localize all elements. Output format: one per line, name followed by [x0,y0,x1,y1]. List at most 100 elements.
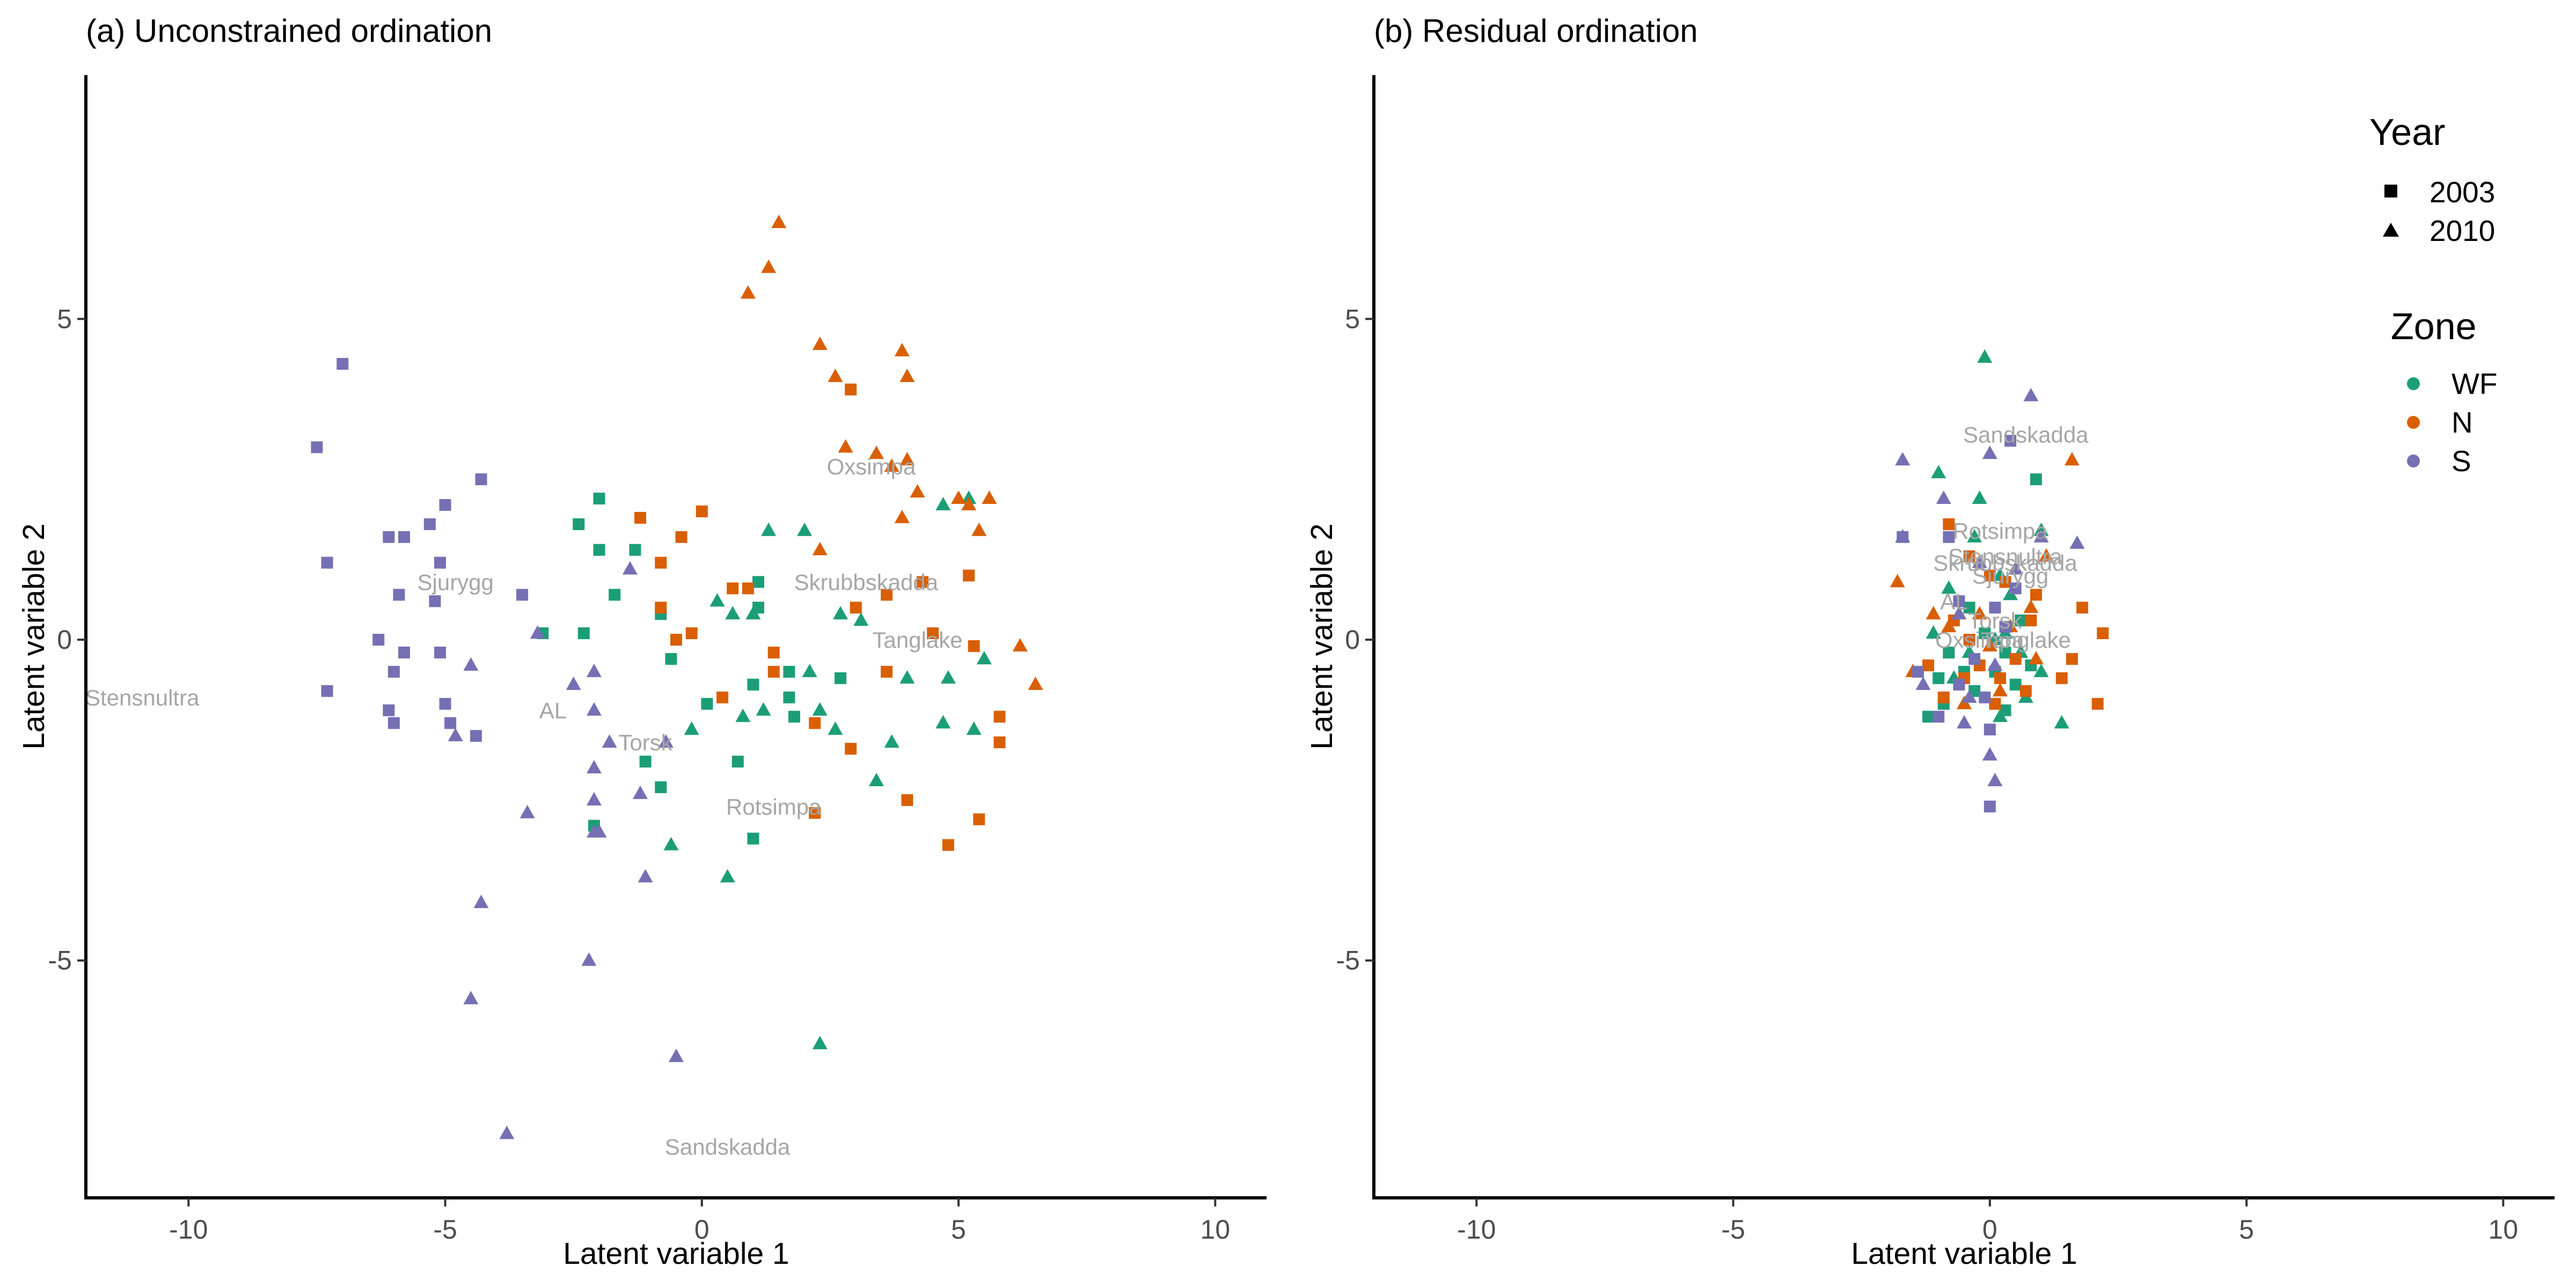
panel-a-point-n-2010 [971,522,987,536]
panel-a-site-label: AL [539,698,567,723]
panel-a-point-n-2003 [767,665,780,678]
panel-a-point-n-2010 [838,439,853,453]
panel-a-y-tick-label: 5 [57,304,72,334]
panel-unconstrained-ordination: (a) Unconstrained ordination Stensnultra… [17,13,1267,1271]
panel-b-point-s-2003 [1979,691,1991,704]
panel-b-point-n-2010 [1890,574,1905,588]
panel-a-point-wf-2010 [940,670,956,684]
panel-a-point-n-2003 [634,511,647,524]
legend-year-title: Year [2369,111,2445,153]
panel-b-site-label: AL [1940,589,1967,614]
panel-a-point-n-2003 [716,691,729,704]
panel-a-x-axis-label: Latent variable 1 [563,1236,789,1271]
panel-a-point-s-2010 [448,728,463,742]
panel-a-site-label: Sandskadda [665,1134,791,1159]
panel-b-point-n-2003 [1963,633,1975,646]
panel-b-x-tick-label: 10 [2489,1214,2519,1245]
panel-a-point-s-2010 [586,663,602,677]
panel-b-point-s-2003 [1989,602,2001,614]
panel-a-point-s-2003 [372,633,385,646]
panel-a-point-n-2003 [809,717,821,729]
panel-a-site-label: Stensnultra [85,685,200,711]
panel-a-point-s-2010 [669,1049,684,1063]
panel-a-point-wf-2010 [833,606,848,620]
panel-a-point-wf-2003 [593,492,605,504]
panel-a-point-wf-2010 [812,702,828,716]
panel-a-point-n-2010 [910,484,925,498]
panel-a-title: (a) Unconstrained ordination [86,13,492,49]
panel-a-point-n-2010 [884,458,899,472]
panel-a-point-s-2010 [586,702,602,716]
panel-b-y-tick-label: 5 [1345,304,1360,334]
panel-a-point-n-2003 [670,633,682,646]
panel-a-point-n-2003 [845,743,857,755]
panel-a-point-n-2003 [696,505,708,517]
panel-b-point-n-2003 [1937,691,1950,704]
panel-b-point-wf-2003 [1943,646,1955,658]
panel-a-point-wf-2010 [761,522,777,536]
panel-b-y-tick-label: 0 [1345,625,1360,655]
panel-a-point-s-2010 [591,824,607,838]
panel-a-point-n-2010 [899,452,915,466]
panel-a-point-s-2003 [429,595,441,608]
panel-a-point-wf-2010 [663,837,679,851]
panel-b-site-label: Oxsimpa [1935,627,2024,653]
panel-b-point-n-2003 [2025,614,2037,627]
panel-a-point-n-2003 [973,813,985,825]
panel-a-point-s-2010 [581,952,597,966]
panel-b-site-label: Sandskadda [1963,422,2089,447]
panel-b-point-n-2003 [2030,589,2042,601]
panel-b-point-s-2003 [1897,531,1909,543]
panel-a-point-wf-2010 [853,612,869,626]
panel-a-point-n-2010 [828,368,843,382]
panel-a-point-wf-2003 [835,672,847,684]
panel-a-point-n-2010 [899,368,915,382]
panel-a-point-n-2003 [881,589,893,601]
panel-a-site-label: Skrubbskadda [794,569,939,595]
panel-a-point-n-2003 [655,602,667,614]
panel-b-point-s-2010 [1987,772,2003,786]
panel-a-point-n-2010 [869,445,884,459]
legend-zone-title: Zone [2391,305,2477,347]
panel-b-point-n-2010 [2064,452,2080,466]
panel-a-point-n-2010 [771,214,787,228]
panel-b-point-wf-2010 [1992,708,2008,722]
panel-a-point-wf-2010 [797,522,813,536]
legend-zone-s-label: S [2451,444,2471,478]
panel-a-point-wf-2010 [812,1036,828,1050]
panel-b-point-n-2010 [2039,548,2054,562]
panel-a-point-wf-2010 [756,702,771,716]
panel-b-point-wf-2010 [1931,465,1946,479]
panel-b-point-n-2003 [1963,550,1975,562]
panel-a-point-n-2003 [927,627,939,640]
panel-b-point-wf-2003 [1963,602,1975,614]
panel-b-point-s-2010 [1951,606,1967,620]
panel-b-point-s-2010 [2023,387,2039,401]
panel-a-point-n-2010 [982,490,997,504]
panel-a-point-wf-2003 [609,589,621,601]
panel-a-point-n-2003 [727,582,739,595]
panel-a-point-n-2003 [742,582,754,595]
legend-n-marker [2407,416,2420,429]
panel-a-point-n-2010 [1028,676,1043,690]
panel-a-point-s-2003 [321,685,333,697]
panel-b-x-tick-label: -10 [1457,1214,1496,1245]
panel-b-point-s-2003 [1984,723,1996,736]
panel-a-point-n-2003 [675,531,687,543]
panel-a-point-s-2010 [586,792,602,806]
panel-a-point-wf-2003 [577,627,590,640]
panel-a-point-s-2003 [444,717,457,729]
panel-a-point-s-2010 [499,1125,515,1139]
panel-a-point-n-2010 [894,343,910,357]
panel-a-site-label: Sjurygg [417,569,493,595]
panel-a-point-wf-2003 [573,518,585,530]
panel-b-point-n-2003 [2066,653,2078,665]
panel-a-point-n-2003 [845,383,857,396]
panel-a-point-n-2010 [740,285,756,299]
panel-b-site-label: Torsk [1968,608,2022,633]
panel-a-point-s-2010 [622,561,638,575]
panel-a-point-s-2003 [383,704,395,716]
panel-a-point-wf-2010 [684,721,699,735]
